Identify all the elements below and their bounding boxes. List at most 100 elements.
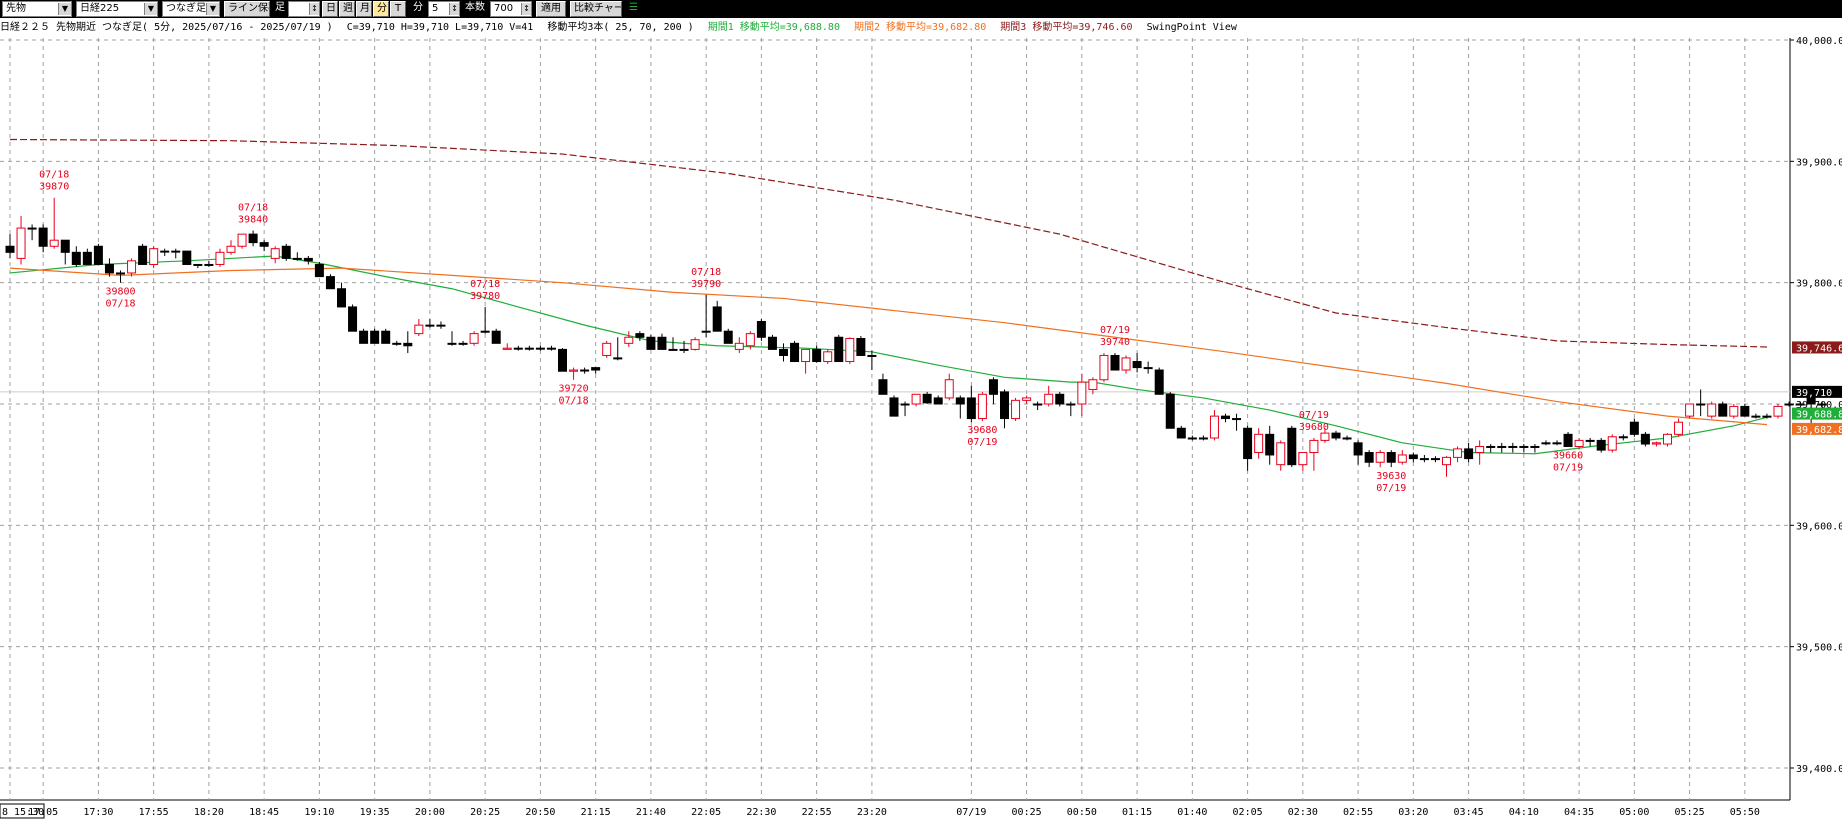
tick-button[interactable]: T (390, 1, 406, 17)
candle-body (1265, 433, 1275, 456)
candle-body (591, 367, 601, 371)
candle-body (392, 342, 402, 345)
chevron-down-icon[interactable]: ▼ (58, 3, 71, 15)
price-tag (1792, 385, 1842, 398)
candle-body (1132, 361, 1142, 369)
chevron-down-icon[interactable]: ▼ (206, 3, 219, 15)
x-tick-label: 23:20 (857, 807, 887, 818)
series-select[interactable]: つなぎ足 ▼ (162, 1, 220, 17)
candle-body (127, 260, 137, 274)
candle-body (82, 251, 92, 265)
week-button[interactable]: 週 (339, 1, 355, 17)
x-tick-label: 17:55 (139, 807, 169, 818)
candle-body (381, 330, 391, 344)
candle-body (5, 245, 15, 253)
candle-body (193, 263, 203, 266)
minute-button[interactable]: 分 (373, 1, 389, 17)
spinner-icon[interactable]: ↕ (309, 3, 319, 15)
candle-body (425, 324, 435, 327)
list-lines-icon[interactable]: ☰ (629, 2, 638, 13)
candle-body (1077, 381, 1087, 405)
candle-body (1110, 354, 1120, 371)
swing-point-price: 39790 (691, 279, 721, 290)
candle-body (1740, 405, 1750, 417)
candle-body (1497, 445, 1507, 448)
candle-body (1817, 403, 1827, 406)
candle-body (845, 337, 855, 363)
candle-body (569, 369, 579, 372)
candle-body (602, 342, 612, 356)
spinner-icon[interactable]: ↕ (521, 3, 531, 15)
candle-body (414, 324, 424, 335)
swing-point-price: 39740 (1100, 337, 1130, 348)
y-tick-label: 39,800.0 (1796, 279, 1842, 290)
candle-body (171, 250, 181, 253)
candle-body (712, 306, 722, 332)
candle-body (558, 348, 567, 372)
y-tick-label: 39,600.0 (1796, 521, 1842, 532)
candle-body (16, 227, 26, 259)
interval-input[interactable]: 5 ↕ (428, 1, 460, 17)
bar-count-input[interactable]: ↕ (288, 1, 320, 17)
ma3-readout: 期間3 移動平均=39,746.60 (1000, 22, 1133, 33)
candle-body (1674, 421, 1684, 435)
candle-body (1044, 393, 1054, 405)
x-tick-label: 03:45 (1454, 807, 1484, 818)
candle-body (1033, 403, 1043, 406)
day-button[interactable]: 日 (322, 1, 338, 17)
x-tick-label: 20:50 (525, 807, 555, 818)
candle-body (657, 336, 667, 350)
chevron-down-icon[interactable]: ▼ (144, 3, 157, 15)
candle-body (635, 333, 645, 338)
candle-body (977, 393, 987, 420)
ma1-readout: 期間1 移動平均=39,688.80 (707, 22, 840, 33)
candle-body (27, 227, 37, 230)
swing-point-price: 39870 (39, 182, 69, 193)
instrument-select-value: 日経225 (80, 3, 120, 14)
apply-button[interactable]: 適用 (536, 1, 566, 17)
candle-body (1022, 397, 1032, 401)
candle-body (314, 263, 324, 278)
candle-body (1563, 433, 1573, 447)
swing-point-date: 07/19 (967, 437, 997, 448)
y-tick-label: 39,400.0 (1796, 764, 1842, 775)
candle-body (325, 276, 335, 290)
swing-point-date: 07/18 (238, 202, 268, 213)
candle-body (248, 233, 258, 244)
candle-body (933, 397, 943, 405)
candle-body (1607, 436, 1617, 451)
x-tick-label: 04:35 (1564, 807, 1594, 818)
candle-body (1331, 432, 1341, 439)
save-line-button[interactable]: ライン保存 (224, 1, 270, 17)
candle-body (524, 347, 534, 350)
ma-line-ma2 (9, 267, 1768, 426)
ma-line-ma3 (9, 138, 1767, 348)
instrument-select[interactable]: 日経225 ▼ (76, 1, 158, 17)
ohlcv-readout: C=39,710 H=39,710 L=39,710 V=41 (346, 22, 534, 33)
candle-body (502, 347, 512, 350)
swing-point-date: 07/19 (1100, 325, 1130, 336)
candle-body (1651, 442, 1661, 445)
candle-body (535, 347, 545, 350)
x-tick-label: 22:30 (746, 807, 776, 818)
candle-body (1751, 415, 1761, 418)
candle-body (458, 342, 468, 345)
month-button[interactable]: 月 (356, 1, 372, 17)
spinner-icon[interactable]: ↕ (449, 3, 459, 15)
market-select[interactable]: 先物 ▼ (2, 1, 72, 17)
swingpoint-view-label: SwingPoint View (1146, 22, 1237, 33)
compare-chart-button[interactable]: 比較チャート (570, 1, 622, 17)
candle-body (204, 263, 214, 266)
candle-body (149, 248, 159, 265)
candle-body (1209, 415, 1219, 439)
candle-body (1453, 448, 1463, 458)
x-tick-label: 17:30 (83, 807, 113, 818)
candle-body (546, 347, 556, 350)
candle-body (756, 320, 766, 338)
candle-body (1121, 357, 1131, 371)
candle-body (955, 397, 965, 405)
candle-body (1596, 439, 1606, 451)
x-tick-label: 00:50 (1067, 807, 1097, 818)
bars-input[interactable]: 700 ↕ (490, 1, 532, 17)
